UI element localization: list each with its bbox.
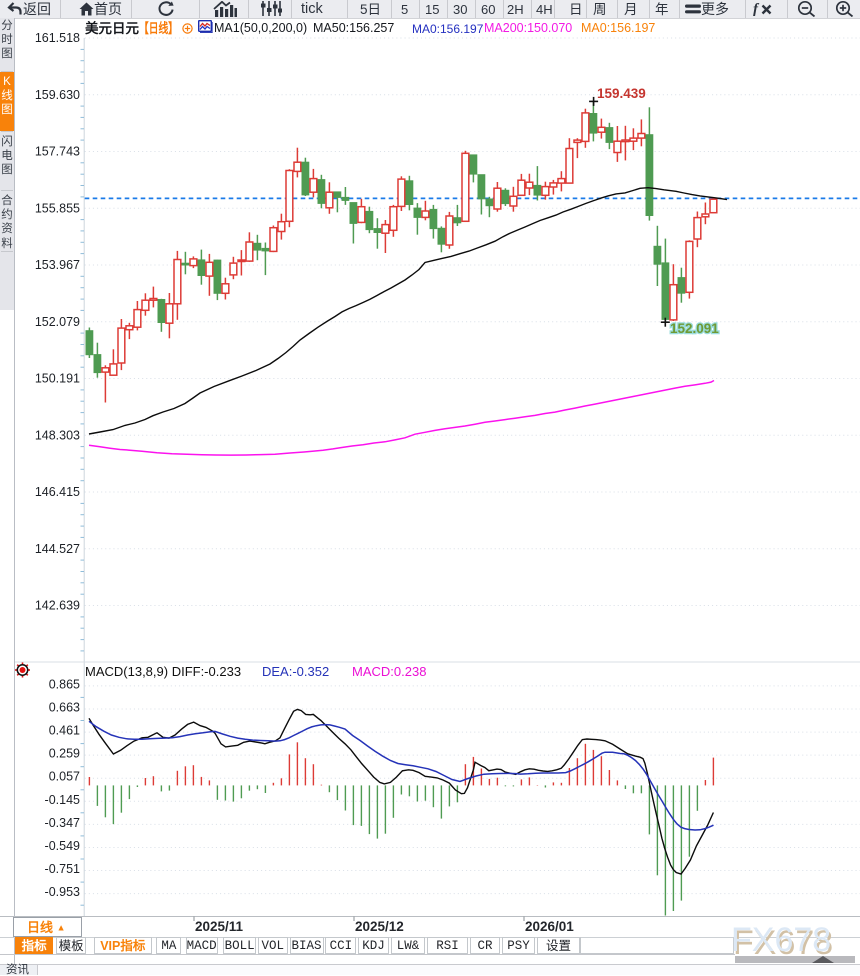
svg-text:159.630: 159.630 [35,88,80,102]
svg-text:159.439: 159.439 [597,86,646,101]
svg-text:-0.347: -0.347 [45,816,80,830]
svg-text:150.191: 150.191 [35,372,80,386]
svg-text:0.461: 0.461 [49,724,80,738]
svg-text:161.518: 161.518 [35,31,80,45]
svg-text:155.855: 155.855 [35,201,80,215]
svg-text:-0.549: -0.549 [45,839,80,853]
svg-text:0.057: 0.057 [49,770,80,784]
svg-text:-0.145: -0.145 [45,793,80,807]
svg-text:MACD:0.238: MACD:0.238 [352,664,426,679]
svg-text:157.743: 157.743 [35,145,80,159]
svg-text:0.865: 0.865 [49,677,80,691]
svg-text:148.303: 148.303 [35,428,80,442]
svg-text:0.663: 0.663 [49,701,80,715]
svg-text:-0.953: -0.953 [45,885,80,899]
svg-text:144.527: 144.527 [35,542,80,556]
svg-text:153.967: 153.967 [35,258,80,272]
svg-text:152.079: 152.079 [35,315,80,329]
svg-text:DEA:-0.352: DEA:-0.352 [262,664,329,679]
svg-text:142.639: 142.639 [35,599,80,613]
svg-text:MACD(13,8,9) DIFF:-0.233: MACD(13,8,9) DIFF:-0.233 [85,664,241,679]
svg-text:f: f [753,2,760,17]
svg-text:-0.751: -0.751 [45,862,80,876]
svg-text:146.415: 146.415 [35,485,80,499]
svg-text:152.091: 152.091 [670,321,719,336]
svg-text:0.259: 0.259 [49,747,80,761]
